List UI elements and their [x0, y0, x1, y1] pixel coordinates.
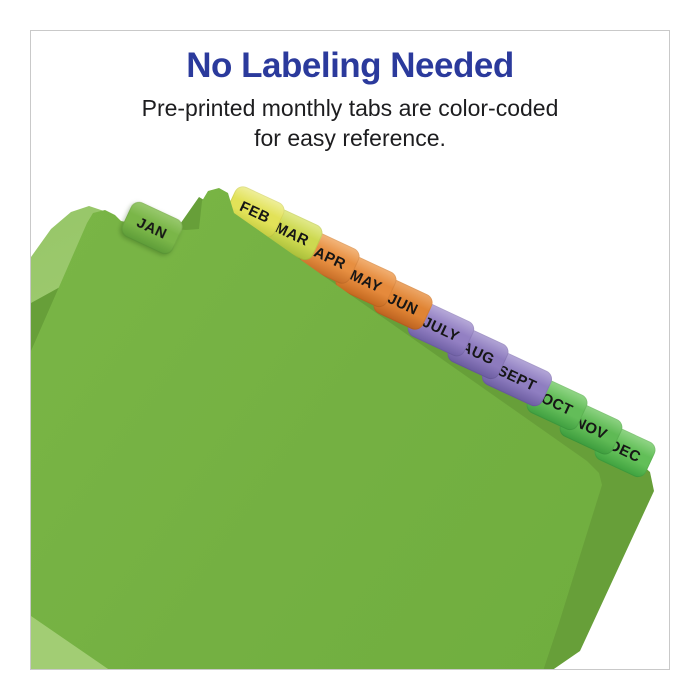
headline: No Labeling Needed [186, 46, 514, 85]
month-tab-label: APR [311, 243, 349, 273]
subtitle: Pre-printed monthly tabs are color-coded… [31, 93, 669, 153]
image-frame: No Labeling Needed Pre-printed monthly t… [30, 30, 670, 670]
subtitle-line-1: Pre-printed monthly tabs are color-coded [141, 95, 559, 121]
header: No Labeling Needed Pre-printed monthly t… [31, 45, 669, 153]
month-tab-label: JAN [134, 213, 170, 243]
subtitle-line-2: for easy reference. [254, 125, 446, 151]
